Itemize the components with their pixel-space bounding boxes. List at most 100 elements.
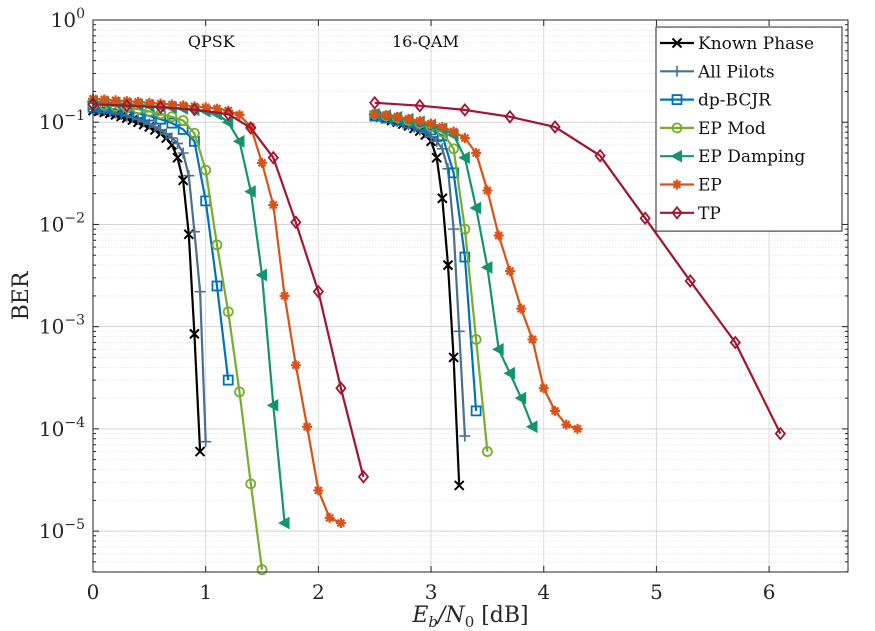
data-point-tp (154, 100, 167, 115)
data-point-ep (110, 95, 121, 106)
legend-item-ep-mod: EP Mod (660, 119, 766, 139)
data-point-ep (257, 157, 268, 168)
data-point-ep-mod (211, 239, 223, 251)
legend: Known Phase All Pilots dp-BCJR EP Mod EP Dam… (655, 26, 843, 232)
data-point-ep (482, 185, 493, 196)
data-point-known-phase (442, 259, 454, 271)
data-point-all-pilots (194, 286, 206, 298)
data-point-all-pilots (138, 116, 150, 128)
series-line-ep-mod (92, 103, 264, 570)
data-point-tp (729, 335, 741, 350)
data-point-all-pilots (132, 114, 144, 126)
y-tick-label: 10−1 (39, 108, 85, 134)
legend-box (655, 26, 843, 232)
x-label-mid: /N (436, 603, 465, 628)
data-point-tp (222, 107, 234, 122)
data-point-ep (99, 94, 110, 105)
data-point-tp (774, 426, 787, 441)
x-label-sub2: 0 (465, 613, 475, 631)
series-layer (86, 93, 787, 576)
data-point-ep (538, 383, 549, 394)
data-point-tp (414, 98, 426, 113)
data-point-ep (189, 101, 200, 112)
data-point-ep (200, 102, 211, 113)
data-point-known-phase (448, 352, 459, 363)
data-point-ep (268, 199, 279, 210)
data-point-ep (392, 111, 403, 122)
legend-item-ep: EP (660, 176, 722, 196)
data-point-ep (493, 230, 504, 241)
data-point-ep-damping (525, 420, 538, 434)
data-point-ep-mod (189, 127, 200, 139)
legend-marker-all-pilots (671, 65, 683, 77)
data-point-all-pilots (431, 135, 443, 147)
legend-label: EP Mod (698, 119, 766, 139)
legend-item-ep-damping: EP Damping (660, 147, 805, 167)
data-point-ep-mod (177, 115, 189, 126)
data-point-ep (516, 303, 527, 314)
data-point-ep (459, 133, 470, 144)
data-point-all-pilots (155, 124, 167, 136)
data-point-tp (357, 469, 370, 484)
x-label-main: E (411, 603, 428, 628)
y-tick-label: 100 (51, 6, 85, 32)
data-point-ep-damping (492, 342, 504, 356)
data-point-ep (313, 485, 324, 496)
data-point-ep-mod (256, 564, 268, 576)
series-line-dp-bcjr (374, 114, 478, 411)
data-point-tp (549, 119, 561, 134)
data-point-tp (121, 98, 133, 113)
data-point-ep-damping (232, 135, 245, 148)
data-point-tp (639, 211, 651, 226)
data-point-tp (245, 120, 257, 135)
legend-label: dp-BCJR (698, 91, 772, 111)
x-tick-label: 6 (763, 580, 776, 604)
legend-label: TP (698, 204, 721, 224)
legend-marker-known-phase (671, 37, 683, 49)
series-ep (88, 93, 346, 529)
data-point-ep-damping (480, 261, 493, 274)
data-point-ep (155, 98, 166, 109)
data-point-ep (471, 147, 482, 158)
data-point-known-phase (189, 328, 200, 340)
data-point-ep-mod (448, 143, 459, 155)
series-tp (369, 95, 787, 441)
data-point-ep (437, 121, 448, 132)
x-axis-label: Eb/N0 [dB] (411, 603, 528, 631)
data-point-all-pilots (425, 131, 437, 143)
data-point-ep (279, 290, 290, 301)
data-point-known-phase (172, 152, 183, 163)
x-tick-label: 3 (425, 580, 438, 604)
series-line-all-pilots (92, 107, 207, 442)
y-tick-label: 10−4 (39, 415, 85, 441)
data-point-ep (302, 421, 313, 432)
data-point-ep (133, 96, 144, 107)
data-point-dp-bcjr (459, 251, 471, 263)
data-point-known-phase (437, 193, 448, 204)
series-ep (369, 109, 583, 434)
x-label-sub1: b (428, 613, 438, 631)
x-tick-label: 0 (87, 580, 100, 604)
legend-label: EP (698, 176, 722, 196)
series-line-dp-bcjr (92, 106, 230, 381)
data-point-ep (403, 113, 414, 124)
series-line-tp (92, 103, 365, 478)
legend-label: Known Phase (698, 34, 814, 54)
data-point-ep-mod (459, 223, 471, 235)
data-point-all-pilots (459, 430, 471, 442)
legend-marker-ep-mod (671, 122, 683, 134)
x-tick-label: 5 (650, 580, 663, 604)
data-point-ep-mod (200, 164, 212, 176)
series-tp (87, 97, 370, 484)
annotation-16-qam: 16-QAM (392, 32, 459, 51)
series-known-phase (87, 105, 206, 457)
data-point-ep (414, 115, 425, 126)
data-point-ep (166, 99, 177, 110)
data-point-known-phase (431, 152, 442, 163)
data-point-tp (684, 274, 696, 288)
y-axis-label: BER (9, 270, 34, 320)
series-line-tp (374, 101, 782, 435)
data-point-tp (290, 215, 302, 230)
data-point-dp-bcjr (448, 167, 459, 179)
y-tick-label: 10−2 (39, 210, 85, 236)
